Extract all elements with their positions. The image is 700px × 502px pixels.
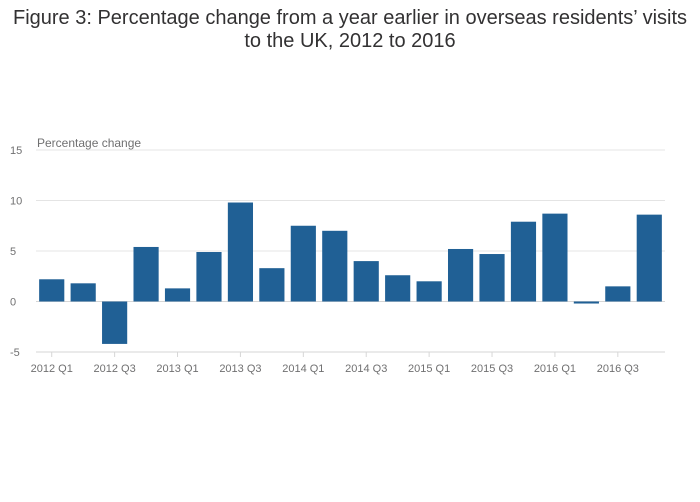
x-tick-label: 2014 Q1: [282, 363, 324, 375]
chart-title-line-2: to the UK, 2012 to 2016: [244, 30, 456, 52]
bar: [39, 279, 65, 302]
x-tick-label: 2016 Q3: [597, 363, 639, 375]
bar: [447, 248, 474, 302]
x-tick-label: 2015 Q3: [471, 363, 513, 375]
y-tick-label: 15: [10, 145, 22, 157]
x-tick-label: 2012 Q3: [94, 363, 136, 375]
x-tick-label: 2013 Q1: [156, 363, 198, 375]
bar: [133, 246, 159, 302]
x-tick-label: 2015 Q1: [408, 363, 450, 375]
bar: [70, 283, 96, 302]
x-tick-label: 2016 Q1: [534, 363, 576, 375]
bar: [636, 214, 662, 302]
bar: [322, 230, 348, 302]
x-tick-label: 2012 Q1: [31, 363, 73, 375]
bar: [573, 301, 599, 304]
y-tick-label: 0: [10, 297, 16, 309]
chart-title: Figure 3: Percentage change from a year …: [0, 7, 700, 53]
y-tick-label: 10: [10, 196, 22, 208]
bar: [385, 275, 411, 302]
x-tick-label: 2014 Q3: [345, 363, 387, 375]
bar: [605, 286, 631, 302]
y-tick-labels: -5 0 5 10 15: [10, 145, 22, 359]
y-tick-label: 5: [10, 246, 16, 258]
bar: [227, 202, 254, 302]
x-tick-labels: 2012 Q1 2012 Q3 2013 Q1 2013 Q3 2014 Q1 2014 …: [31, 352, 639, 375]
bars: [39, 202, 662, 344]
y-axis-label: Percentage change: [37, 136, 141, 150]
bar: [259, 268, 285, 302]
bar: [164, 288, 191, 302]
bar: [416, 281, 442, 302]
bar: [102, 301, 128, 344]
x-tick-label: 2013 Q3: [219, 363, 261, 375]
bar: [542, 213, 568, 302]
bar: [479, 254, 505, 302]
chart-title-line-1: Figure 3: Percentage change from a year …: [12, 7, 688, 29]
bar: [196, 252, 222, 302]
bar: [353, 261, 379, 302]
bar: [510, 221, 537, 302]
gridlines: [36, 149, 665, 353]
bar: [290, 225, 316, 302]
y-tick-label: -5: [10, 347, 20, 359]
